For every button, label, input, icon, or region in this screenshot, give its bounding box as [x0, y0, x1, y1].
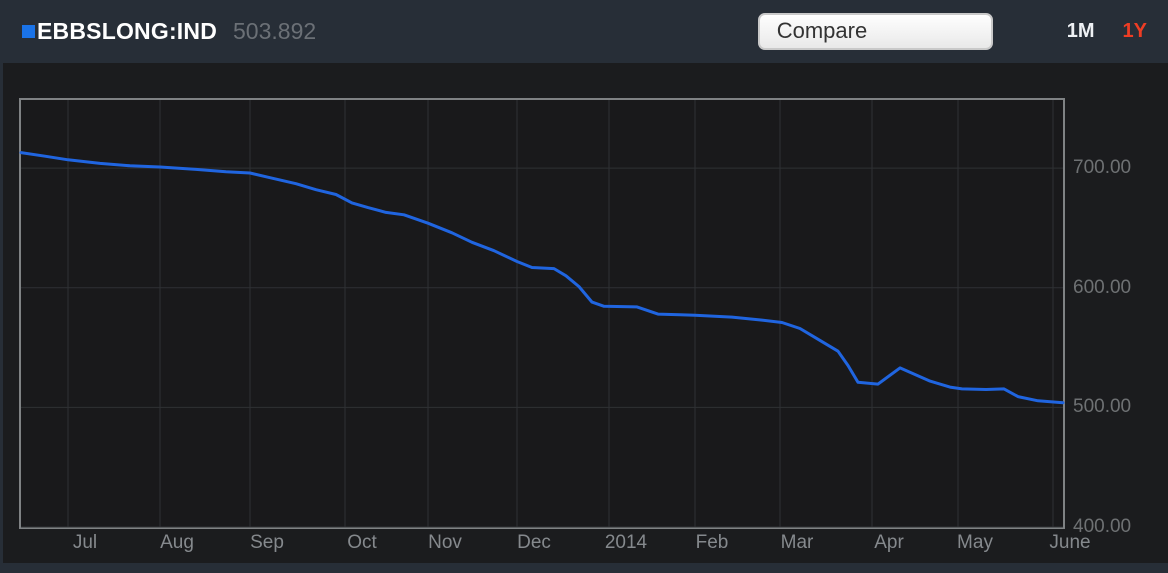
x-axis-tick-label: Feb: [695, 532, 729, 553]
x-axis-tick-label: Mar: [780, 532, 814, 553]
x-axis-tick-label: Dec: [517, 532, 551, 553]
plot-border: [19, 98, 1065, 529]
range-button-1m[interactable]: 1M: [1066, 20, 1095, 42]
y-axis-tick-label: 500.00: [1073, 396, 1132, 418]
x-axis-tick-label: May: [957, 532, 993, 553]
price-line-series: [19, 151, 1065, 405]
x-axis-tick-label: Oct: [347, 532, 377, 553]
x-axis-tick-label: Aug: [160, 532, 194, 553]
y-axis-tick-label: 400.00: [1073, 516, 1132, 537]
last-price-value: 503.892: [233, 18, 317, 44]
x-axis-tick-label: Sep: [250, 532, 284, 553]
y-axis-tick-label: 700.00: [1073, 157, 1132, 179]
x-axis-tick-label: 2014: [604, 532, 648, 553]
range-button-1y[interactable]: 1Y: [1122, 20, 1147, 42]
quote-header: EBBSLONG:IND 503.892 Compare 1M 1Y: [0, 0, 1168, 63]
range-selector: 1M 1Y: [1067, 20, 1147, 43]
compare-button[interactable]: Compare: [757, 13, 993, 50]
series-legend-swatch: [22, 25, 35, 38]
ticker-symbol: EBBSLONG:IND: [37, 18, 218, 44]
x-axis-tick-label: Jul: [72, 532, 98, 553]
x-axis-tick-label: June: [1049, 532, 1091, 553]
x-axis-tick-label: Nov: [428, 532, 462, 553]
x-axis-tick-label: Apr: [874, 532, 904, 553]
y-axis-tick-label: 600.00: [1073, 276, 1132, 298]
